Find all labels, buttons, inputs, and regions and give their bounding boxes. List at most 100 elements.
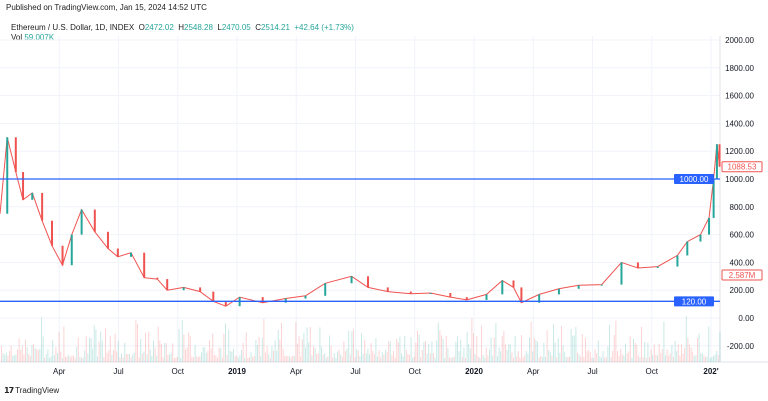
volume-label: Vol xyxy=(11,33,23,42)
volume-bar xyxy=(372,350,374,362)
volume-bar xyxy=(332,357,334,362)
volume-bar xyxy=(577,352,578,362)
volume-bar xyxy=(309,326,311,362)
volume-bar xyxy=(665,355,666,362)
volume-bar xyxy=(425,340,426,362)
volume-bar xyxy=(293,356,295,362)
volume-bar xyxy=(285,356,287,362)
volume-bar xyxy=(609,324,610,362)
volume-bar xyxy=(649,357,650,362)
volume-bar xyxy=(346,348,348,362)
volume-bar xyxy=(553,324,554,362)
volume-bar xyxy=(705,356,706,362)
volume-bar xyxy=(41,317,42,362)
volume-bar xyxy=(74,357,76,362)
volume-bar xyxy=(588,350,590,362)
volume-bar xyxy=(63,326,65,362)
volume-bar xyxy=(186,347,188,362)
volume-bar xyxy=(349,354,351,362)
volume-bar xyxy=(713,355,714,362)
volume-bar xyxy=(621,354,623,362)
symbol-name: Ethereum / U.S. Dollar, 1D, INDEX xyxy=(11,23,135,32)
volume-bar xyxy=(690,347,692,362)
volume-bar xyxy=(343,341,345,362)
volume-bar xyxy=(565,357,567,362)
volume-bar xyxy=(434,357,436,362)
volume-bar xyxy=(653,344,655,362)
volume-bar xyxy=(337,351,338,362)
volume-bar xyxy=(373,354,375,362)
volume-bar xyxy=(673,356,674,362)
volume-bar xyxy=(23,354,25,362)
volume-bar xyxy=(308,342,310,362)
volume-bar xyxy=(362,353,364,362)
volume-bar xyxy=(497,356,498,362)
volume-bar xyxy=(551,355,553,362)
volume-bar xyxy=(15,354,17,362)
volume-bar xyxy=(66,356,68,362)
volume-bar xyxy=(423,341,425,362)
volume-bar xyxy=(453,356,455,362)
volume-bar xyxy=(369,354,370,362)
volume-bar xyxy=(620,348,622,362)
volume-bar xyxy=(628,351,630,362)
candle xyxy=(600,284,603,286)
volume-bar xyxy=(399,336,401,362)
volume-bar xyxy=(141,353,143,362)
volume-bar xyxy=(461,356,463,362)
volume-bar xyxy=(124,342,126,362)
volume-bar xyxy=(501,336,503,362)
candle xyxy=(22,172,25,200)
volume-bar xyxy=(631,357,633,362)
x-tick-label: Jul xyxy=(587,367,597,376)
volume-bar xyxy=(693,356,695,362)
y-tick-label: 800.00 xyxy=(730,203,755,212)
volume-bar xyxy=(513,357,514,362)
volume-bar xyxy=(458,351,460,362)
volume-bar xyxy=(511,352,513,362)
volume-bar xyxy=(114,333,116,362)
volume-bar xyxy=(303,332,305,362)
y-tick-label: -200.00 xyxy=(727,342,755,351)
volume-bar xyxy=(89,337,90,362)
volume-bar xyxy=(370,343,372,362)
volume-bar xyxy=(418,334,420,362)
volume-bar xyxy=(357,350,359,362)
volume-bar xyxy=(645,357,647,362)
volume-bar xyxy=(540,355,542,362)
candle xyxy=(718,144,721,167)
volume-bar xyxy=(173,357,175,362)
volume-bar xyxy=(591,357,593,362)
volume-bar xyxy=(345,351,346,362)
volume-bar xyxy=(578,354,580,362)
volume-bar xyxy=(329,335,330,362)
volume-bar xyxy=(77,337,79,362)
last-price-label: 1088.53 xyxy=(728,163,757,172)
volume-bar xyxy=(714,354,716,362)
volume-bar xyxy=(101,340,103,362)
candle xyxy=(656,266,659,268)
volume-bar xyxy=(481,325,482,362)
volume-bar xyxy=(557,338,559,362)
volume-bar xyxy=(45,354,47,362)
volume-bar xyxy=(247,357,249,362)
volume-bar xyxy=(341,356,343,362)
volume-bar xyxy=(689,344,690,362)
volume-bar xyxy=(559,352,561,362)
volume-bar xyxy=(33,344,34,362)
volume-bar xyxy=(439,330,441,362)
volume-bar xyxy=(479,357,481,362)
volume-bar xyxy=(356,349,358,362)
tradingview-logo: 𝟭𝟳 TradingView xyxy=(4,386,59,395)
volume-bar xyxy=(617,351,618,362)
volume-bar xyxy=(93,325,95,362)
volume-bar xyxy=(377,356,378,362)
volume-bar xyxy=(279,339,281,362)
volume-bar xyxy=(421,349,423,362)
volume-bar xyxy=(260,356,262,362)
volume-bar xyxy=(338,349,340,362)
candle xyxy=(6,137,9,214)
volume-bar xyxy=(73,355,74,362)
volume-bar xyxy=(314,348,316,362)
